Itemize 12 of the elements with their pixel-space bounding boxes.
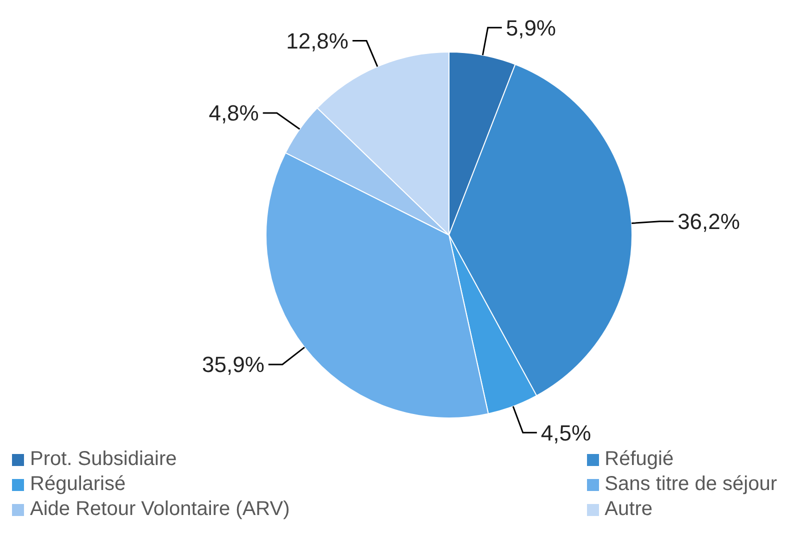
legend-label: Prot. Subsidiaire xyxy=(30,448,177,471)
data-label: 5,9% xyxy=(506,15,556,40)
data-label: 36,2% xyxy=(678,209,740,234)
data-label: 12,8% xyxy=(286,28,348,54)
legend-label: Régularisé xyxy=(30,473,126,496)
legend-label: Aide Retour Volontaire (ARV) xyxy=(30,498,290,521)
data-label: 4,5% xyxy=(540,420,592,446)
legend-label: Autre xyxy=(604,498,652,521)
data-label: 4,8% xyxy=(208,100,259,126)
data-label: 35,9% xyxy=(202,352,264,378)
legend-label: Sans titre de séjour xyxy=(604,473,777,496)
legend-label: Réfugié xyxy=(604,448,674,471)
